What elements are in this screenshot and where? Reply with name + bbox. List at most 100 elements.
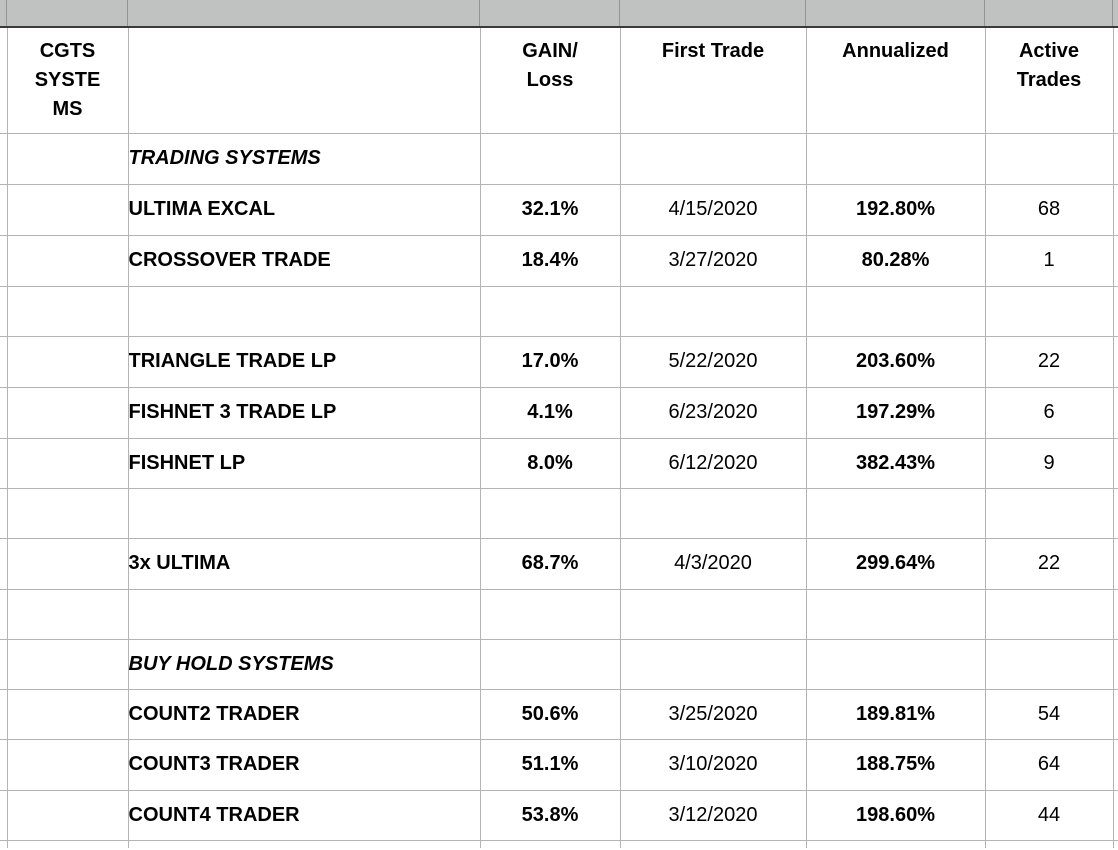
strip-segment-name[interactable] xyxy=(128,0,480,26)
cell-row-header[interactable] xyxy=(6,688,129,740)
cell-annualized[interactable]: 189.81% xyxy=(805,688,986,740)
strip-segment-first-trade[interactable] xyxy=(620,0,806,26)
cell-edge[interactable] xyxy=(1112,335,1118,388)
cell-gain-loss[interactable]: 18.4% xyxy=(479,234,621,287)
cell-first-trade[interactable]: 3/12/2020 xyxy=(619,789,807,841)
cell-active-trades[interactable] xyxy=(984,839,1114,848)
cell-gutter[interactable] xyxy=(0,132,8,185)
cell-annualized[interactable] xyxy=(805,588,986,640)
cell-row-header[interactable] xyxy=(6,537,129,590)
header-cell-gutter[interactable] xyxy=(0,28,8,134)
column-header-cgts-systems[interactable]: CGTS SYSTE MS xyxy=(6,28,129,134)
cell-row-header[interactable] xyxy=(6,285,129,337)
cell-system-name[interactable] xyxy=(127,588,481,640)
cell-system-name[interactable] xyxy=(127,487,481,539)
cell-gutter[interactable] xyxy=(0,588,8,640)
cell-active-trades[interactable]: 54 xyxy=(984,688,1114,740)
cell-system-name[interactable]: TRIANGLE TRADE LP xyxy=(127,335,481,388)
cell-gutter[interactable] xyxy=(0,688,8,740)
cell-system-name[interactable] xyxy=(127,839,481,848)
cell-row-header[interactable] xyxy=(6,234,129,287)
cell-annualized[interactable]: 188.75% xyxy=(805,738,986,791)
cell-gutter[interactable] xyxy=(0,285,8,337)
cell-annualized[interactable] xyxy=(805,638,986,690)
cell-gutter[interactable] xyxy=(0,537,8,590)
cell-system-name[interactable]: 3x ULTIMA xyxy=(127,537,481,590)
cell-gutter[interactable] xyxy=(0,437,8,489)
cell-row-header[interactable] xyxy=(6,386,129,439)
cell-active-trades[interactable]: 22 xyxy=(984,537,1114,590)
cell-row-header[interactable] xyxy=(6,789,129,841)
cell-first-trade[interactable]: 4/3/2020 xyxy=(619,537,807,590)
cell-edge[interactable] xyxy=(1112,688,1118,740)
cell-annualized[interactable]: 192.80% xyxy=(805,183,986,236)
cell-annualized[interactable] xyxy=(805,487,986,539)
strip-segment-annualized[interactable] xyxy=(806,0,985,26)
cell-edge[interactable] xyxy=(1112,132,1118,185)
cell-gutter[interactable] xyxy=(0,638,8,690)
strip-segment-active-trades[interactable] xyxy=(985,0,1113,26)
cell-annualized[interactable]: 382.43% xyxy=(805,437,986,489)
cell-first-trade[interactable] xyxy=(619,132,807,185)
cell-annualized[interactable] xyxy=(805,132,986,185)
column-header-annualized[interactable]: Annualized xyxy=(805,28,986,134)
cell-first-trade[interactable]: 5/22/2020 xyxy=(619,335,807,388)
cell-edge[interactable] xyxy=(1112,738,1118,791)
cell-active-trades[interactable]: 6 xyxy=(984,386,1114,439)
cell-first-trade[interactable]: 3/27/2020 xyxy=(619,234,807,287)
cell-system-name[interactable] xyxy=(127,285,481,337)
cell-edge[interactable] xyxy=(1112,839,1118,848)
cell-annualized[interactable]: 299.64% xyxy=(805,537,986,590)
cell-first-trade[interactable] xyxy=(619,285,807,337)
cell-row-header[interactable] xyxy=(6,183,129,236)
cell-edge[interactable] xyxy=(1112,437,1118,489)
cell-active-trades[interactable]: 44 xyxy=(984,789,1114,841)
cell-first-trade[interactable] xyxy=(619,638,807,690)
cell-row-header[interactable] xyxy=(6,738,129,791)
column-header-active-trades[interactable]: Active Trades xyxy=(984,28,1114,134)
cell-gutter[interactable] xyxy=(0,839,8,848)
cell-edge[interactable] xyxy=(1112,789,1118,841)
cell-system-name[interactable]: FISHNET 3 TRADE LP xyxy=(127,386,481,439)
strip-segment-gutter[interactable] xyxy=(0,0,7,26)
cell-gain-loss[interactable] xyxy=(479,487,621,539)
cell-system-name[interactable]: FISHNET LP xyxy=(127,437,481,489)
cell-annualized[interactable]: 198.60% xyxy=(805,789,986,841)
cell-first-trade[interactable]: 6/12/2020 xyxy=(619,437,807,489)
cell-edge[interactable] xyxy=(1112,588,1118,640)
cell-row-header[interactable] xyxy=(6,335,129,388)
strip-segment-edge[interactable] xyxy=(1113,0,1118,26)
cell-annualized[interactable]: 80.28% xyxy=(805,234,986,287)
cell-gutter[interactable] xyxy=(0,234,8,287)
cell-gain-loss[interactable] xyxy=(479,638,621,690)
cell-gutter[interactable] xyxy=(0,738,8,791)
column-header-strip[interactable] xyxy=(0,0,1118,28)
cell-system-name[interactable]: COUNT3 TRADER xyxy=(127,738,481,791)
cell-edge[interactable] xyxy=(1112,183,1118,236)
cell-edge[interactable] xyxy=(1112,537,1118,590)
cell-annualized[interactable]: 203.60% xyxy=(805,335,986,388)
cell-annualized[interactable]: 197.29% xyxy=(805,386,986,439)
cell-row-header[interactable] xyxy=(6,638,129,690)
cell-active-trades[interactable] xyxy=(984,132,1114,185)
cell-first-trade[interactable]: 3/10/2020 xyxy=(619,738,807,791)
cell-active-trades[interactable]: 9 xyxy=(984,437,1114,489)
cell-gutter[interactable] xyxy=(0,789,8,841)
cell-first-trade[interactable]: 6/23/2020 xyxy=(619,386,807,439)
cell-gain-loss[interactable] xyxy=(479,132,621,185)
cell-edge[interactable] xyxy=(1112,386,1118,439)
header-cell-edge[interactable] xyxy=(1112,28,1118,134)
cell-gain-loss[interactable]: 17.0% xyxy=(479,335,621,388)
cell-system-name[interactable]: TRADING SYSTEMS xyxy=(127,132,481,185)
cell-gain-loss[interactable]: 68.7% xyxy=(479,537,621,590)
cell-gain-loss[interactable]: 53.8% xyxy=(479,789,621,841)
cell-edge[interactable] xyxy=(1112,234,1118,287)
cell-gain-loss[interactable] xyxy=(479,588,621,640)
cell-row-header[interactable] xyxy=(6,588,129,640)
cell-row-header[interactable] xyxy=(6,839,129,848)
cell-active-trades[interactable] xyxy=(984,588,1114,640)
cell-gain-loss[interactable]: 51.1% xyxy=(479,738,621,791)
cell-system-name[interactable]: CROSSOVER TRADE xyxy=(127,234,481,287)
cell-gutter[interactable] xyxy=(0,487,8,539)
cell-first-trade[interactable] xyxy=(619,487,807,539)
